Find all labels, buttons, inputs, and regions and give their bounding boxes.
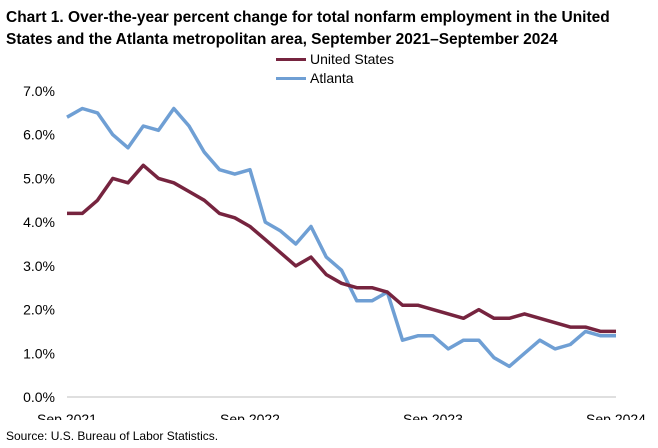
y-tick-label: 5.0% [23,170,55,186]
legend-swatch-united-states [276,58,306,61]
chart-title: Chart 1. Over-the-year percent change fo… [6,9,610,48]
y-tick-label: 0.0% [23,389,55,405]
y-tick-label: 1.0% [23,345,55,361]
x-axis-labels: Sep 2021 Sep 2022 Sep 2023 Sep 2024 [37,411,646,420]
y-axis-labels: 0.0% 1.0% 2.0% 3.0% 4.0% 5.0% 6.0% 7.0% [23,83,55,405]
legend: United States Atlanta [276,50,394,88]
x-tick-label: Sep 2022 [220,411,280,420]
series-line-atlanta [66,106,616,369]
series-line-united-states [67,163,616,334]
legend-item-united-states: United States [276,50,394,69]
legend-item-atlanta: Atlanta [276,69,394,88]
legend-label-united-states: United States [310,51,395,67]
y-tick-label: 6.0% [23,127,55,143]
legend-swatch-atlanta [276,77,306,80]
source-note: Source: U.S. Bureau of Labor Statistics. [6,429,219,443]
y-tick-label: 3.0% [23,258,55,274]
x-tick-label: Sep 2023 [403,411,463,420]
series-lines [66,106,616,369]
y-tick-label: 4.0% [23,214,55,230]
x-tick-label: Sep 2021 [37,411,97,420]
y-tick-label: 2.0% [23,302,55,318]
y-tick-label: 7.0% [23,83,55,99]
legend-label-atlanta: Atlanta [310,70,354,86]
line-chart: 0.0% 1.0% 2.0% 3.0% 4.0% 5.0% 6.0% 7.0% Sep 202… [23,83,646,420]
x-tick-label: Sep 2024 [586,411,646,420]
